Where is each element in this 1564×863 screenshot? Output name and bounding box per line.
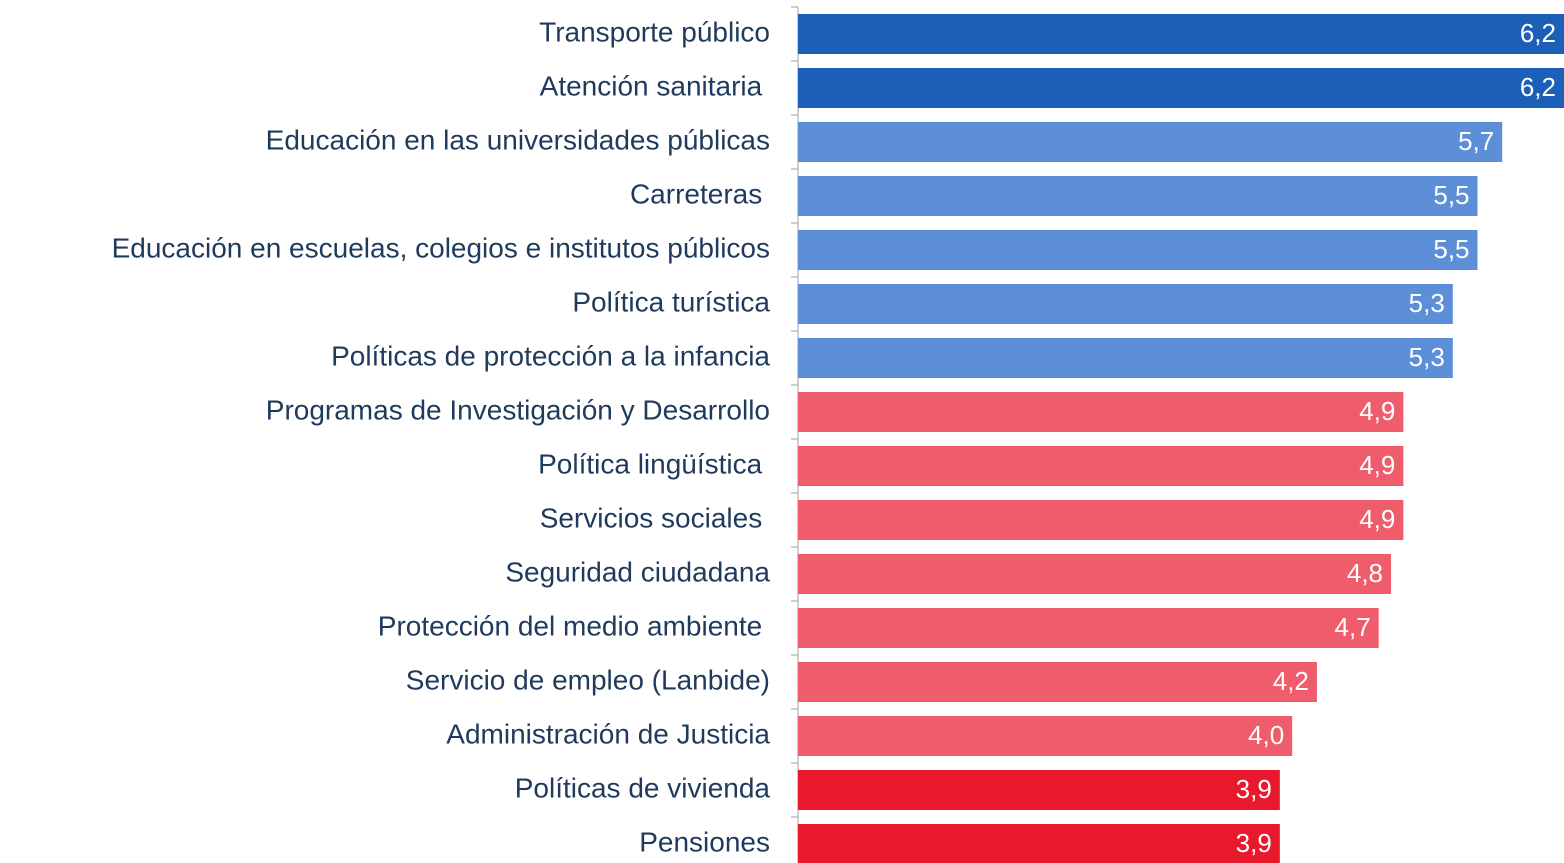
bar xyxy=(798,284,1453,324)
value-label: 5,3 xyxy=(1409,342,1445,372)
category-label: Políticas de vivienda xyxy=(515,772,771,803)
category-label: Servicio de empleo (Lanbide) xyxy=(406,664,770,695)
bar xyxy=(798,68,1564,108)
bar xyxy=(798,392,1404,432)
bar xyxy=(798,716,1293,756)
bar xyxy=(798,14,1564,54)
value-label: 5,3 xyxy=(1409,288,1445,318)
bar xyxy=(798,176,1478,216)
category-label: Política lingüística xyxy=(538,448,770,479)
value-label: 4,0 xyxy=(1248,720,1284,750)
value-label: 6,2 xyxy=(1520,72,1556,102)
value-label: 5,7 xyxy=(1458,126,1494,156)
bar xyxy=(798,554,1392,594)
bar xyxy=(798,608,1379,648)
value-label: 3,9 xyxy=(1236,774,1272,804)
category-label: Servicios sociales xyxy=(540,502,770,533)
value-label: 4,2 xyxy=(1273,666,1309,696)
value-label: 5,5 xyxy=(1433,234,1469,264)
value-label: 4,9 xyxy=(1359,396,1395,426)
category-label: Seguridad ciudadana xyxy=(505,556,770,587)
bar xyxy=(798,770,1280,810)
category-label: Educación en escuelas, colegios e instit… xyxy=(112,232,770,263)
bar xyxy=(798,662,1317,702)
category-label: Carreteras xyxy=(630,178,770,209)
category-label: Política turística xyxy=(572,286,770,317)
value-label: 3,9 xyxy=(1236,828,1272,858)
value-label: 4,9 xyxy=(1359,450,1395,480)
category-label: Políticas de protección a la infancia xyxy=(331,340,770,371)
bar xyxy=(798,446,1404,486)
category-label: Programas de Investigación y Desarrollo xyxy=(266,394,770,425)
category-label: Educación en las universidades públicas xyxy=(266,124,770,155)
bar xyxy=(798,824,1280,863)
value-label: 4,9 xyxy=(1359,504,1395,534)
value-label: 6,2 xyxy=(1520,18,1556,48)
category-label: Transporte público xyxy=(539,16,770,47)
value-label: 5,5 xyxy=(1433,180,1469,210)
category-label: Pensiones xyxy=(639,826,770,857)
value-label: 4,7 xyxy=(1335,612,1371,642)
category-label: Protección del medio ambiente xyxy=(378,610,770,641)
bar xyxy=(798,230,1478,270)
bar xyxy=(798,122,1503,162)
bar xyxy=(798,500,1404,540)
category-label: Atención sanitaria xyxy=(540,70,770,101)
category-label: Administración de Justicia xyxy=(446,718,770,749)
value-label: 4,8 xyxy=(1347,558,1383,588)
bar xyxy=(798,338,1453,378)
